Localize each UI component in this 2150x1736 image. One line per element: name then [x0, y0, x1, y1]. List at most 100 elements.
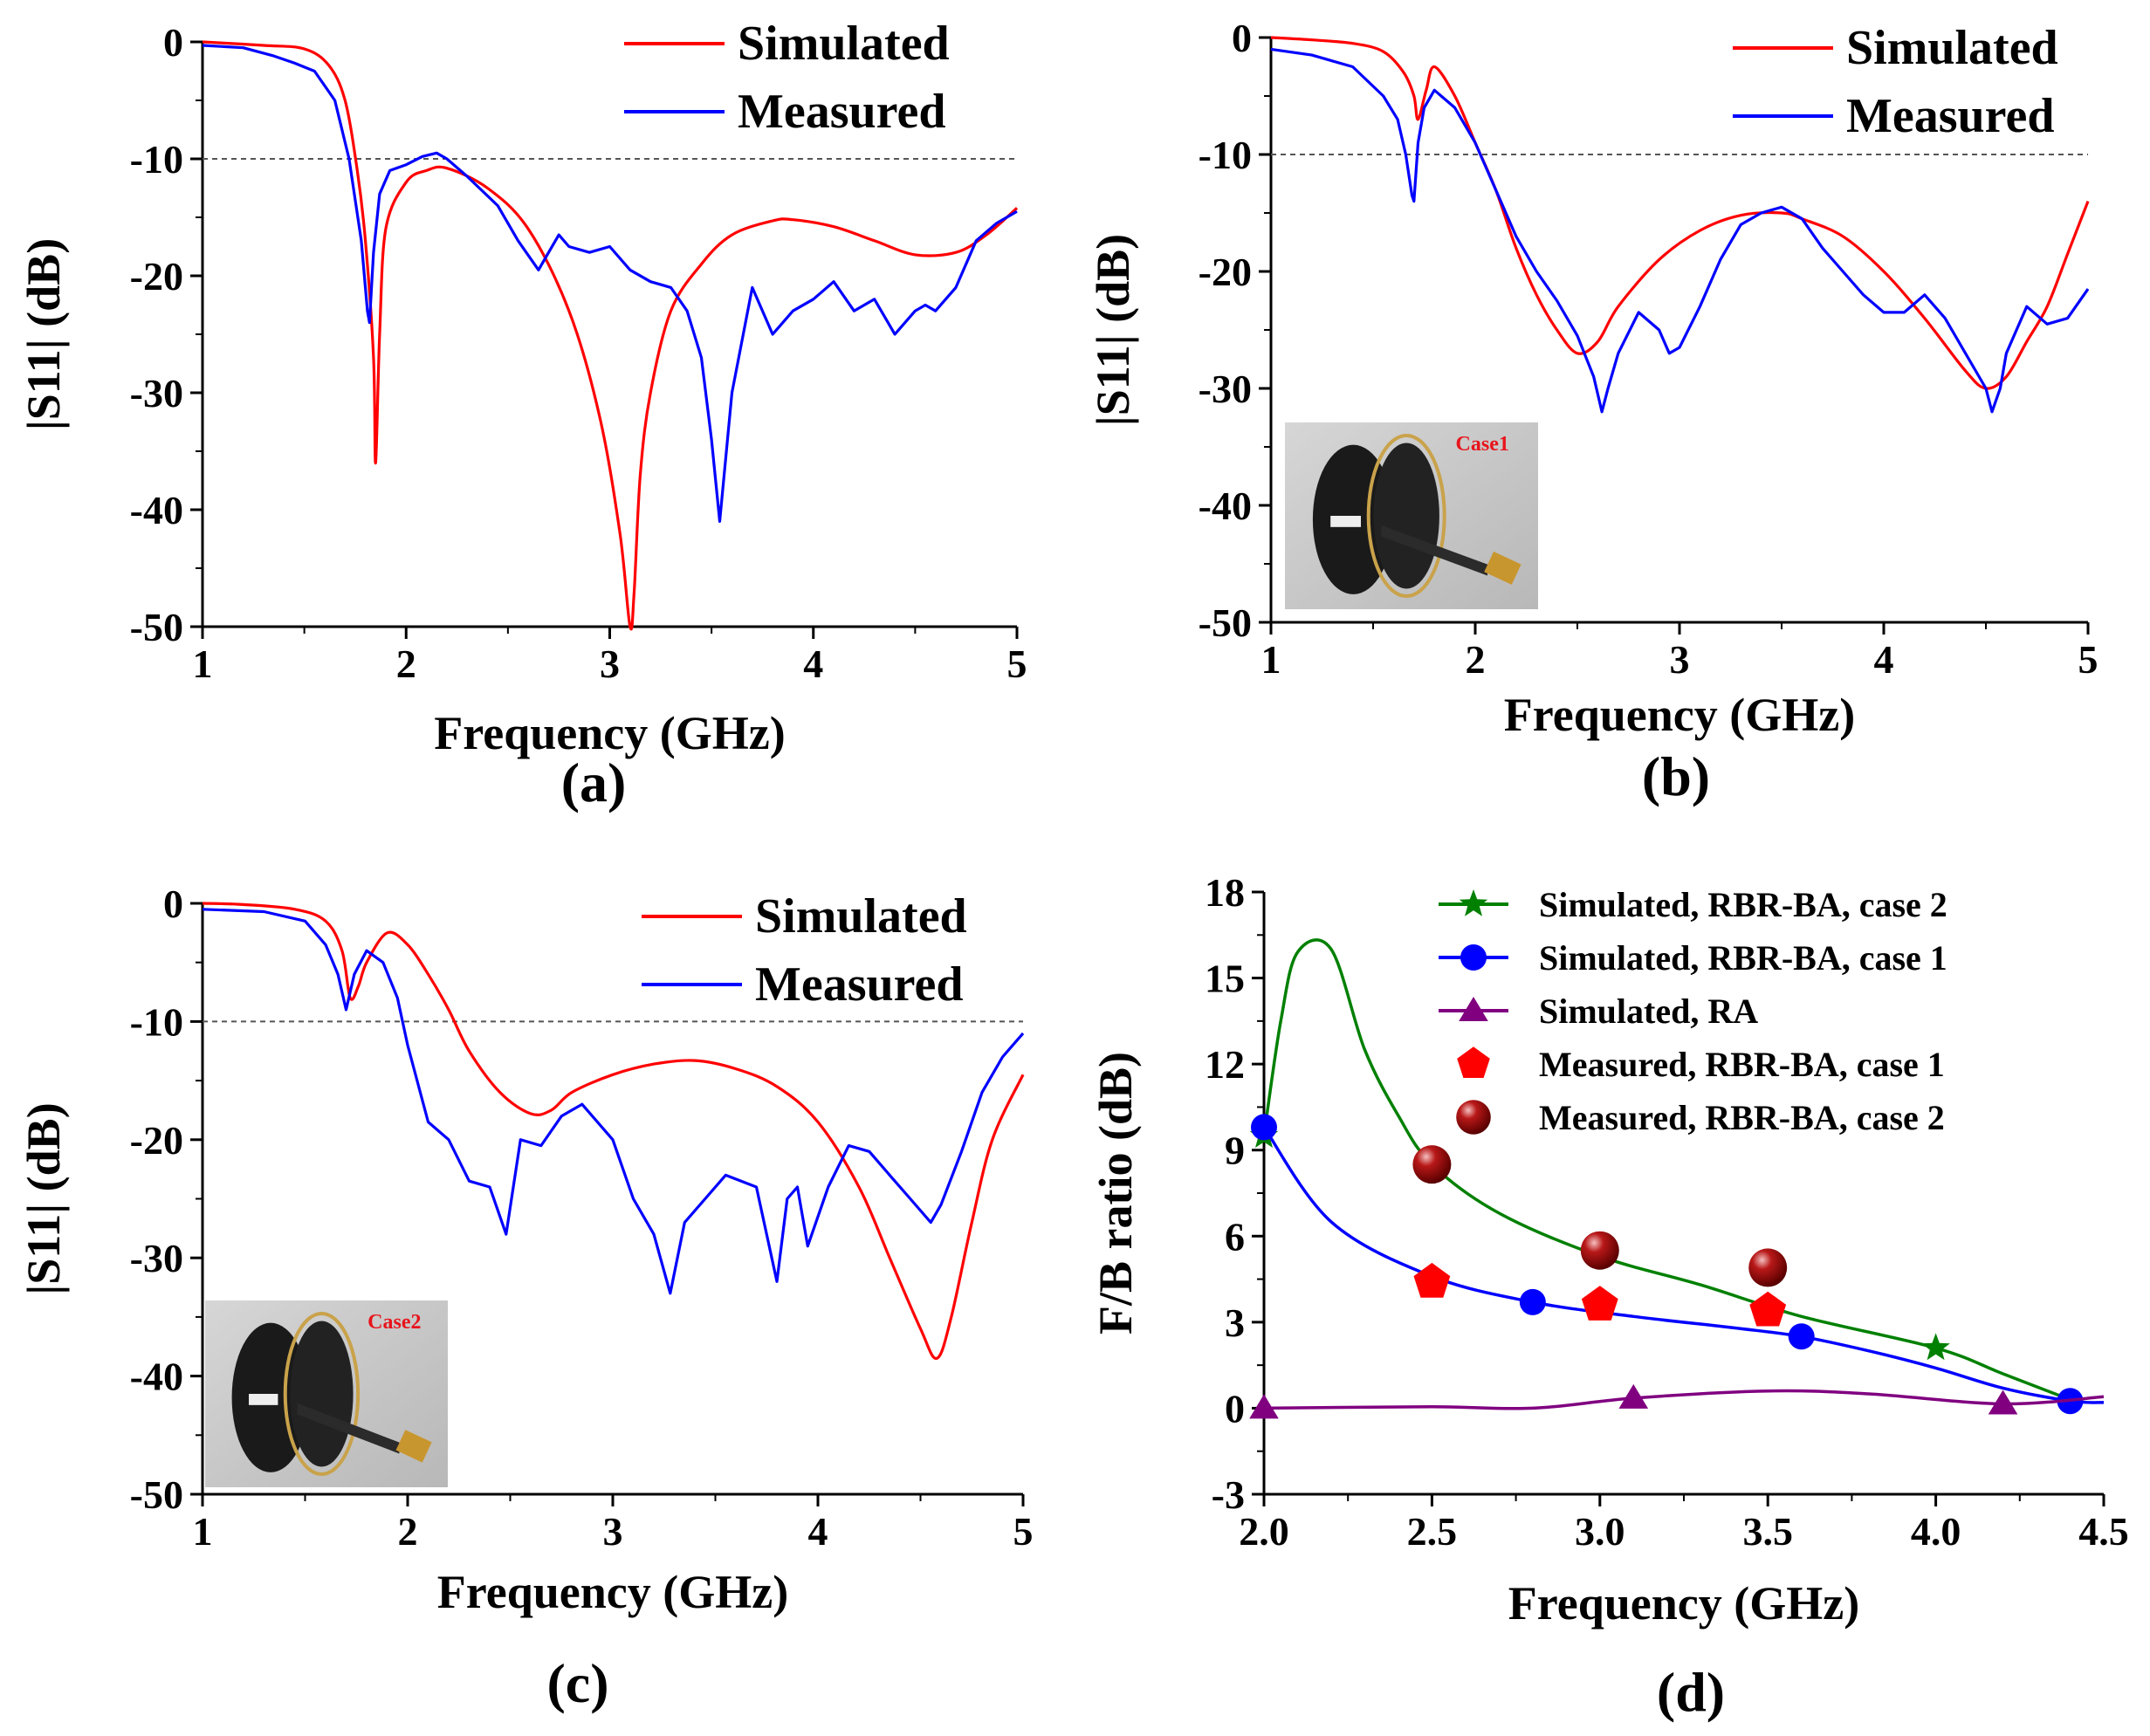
measured-series-line — [202, 908, 1025, 1295]
x-tick-label: 5 — [1007, 642, 1027, 686]
antenna-photo-inset: Case2 — [205, 1300, 448, 1487]
legend-label: Simulated — [755, 889, 967, 943]
y-tick-label: 3 — [1225, 1300, 1245, 1345]
x-tick-label: 4.5 — [2078, 1509, 2129, 1554]
simulated-ra-marker — [1618, 1383, 1649, 1409]
x-tick-label: 3 — [1670, 637, 1690, 682]
x-tick-label: 3 — [600, 642, 620, 686]
y-tick-label: -40 — [130, 1355, 183, 1399]
x-tick-label: 2 — [1466, 637, 1486, 682]
inset-label: Case1 — [1456, 433, 1509, 456]
y-axis-label: |S11| (dB) — [1087, 234, 1139, 426]
legend-label: Measured, RBR-BA, case 2 — [1539, 1098, 1945, 1137]
y-tick-label: -30 — [1199, 367, 1252, 411]
chart-panel-b: 0 -10 -20 -30 -40 -501 2 3 4 5 Frequency (GHz) |S11… — [1087, 16, 2098, 807]
simulated-rbr-ba-case-1-marker — [1788, 1323, 1815, 1350]
y-tick-label: -10 — [130, 999, 183, 1044]
legend-swatch-marker — [1459, 997, 1488, 1021]
legend-label: Simulated, RBR-BA, case 1 — [1539, 938, 1947, 978]
spacer — [249, 1394, 278, 1405]
measured-rbr-ba-case-2-marker — [1580, 1231, 1619, 1270]
y-tick-label: -40 — [1199, 484, 1252, 528]
legend-swatch-marker — [1460, 944, 1487, 971]
y-tick-label: -50 — [130, 605, 183, 649]
x-axis-label: Frequency (GHz) — [434, 707, 785, 759]
y-tick-label: -50 — [1199, 600, 1252, 645]
y-tick-label: -20 — [1199, 250, 1252, 294]
legend-label: Measured — [738, 85, 946, 139]
simulated-ra-line — [1263, 1389, 2105, 1410]
legend-label: Simulated — [1846, 21, 2058, 75]
legend-swatch-marker — [1456, 1100, 1491, 1135]
spacer — [1330, 516, 1361, 527]
legend-swatch-marker — [1459, 889, 1488, 916]
panel-label: (a) — [561, 751, 627, 813]
y-tick-label: -40 — [130, 488, 183, 532]
x-tick-label: 2.0 — [1239, 1509, 1289, 1554]
measured-rbr-ba-case-2-marker — [1748, 1248, 1788, 1287]
panel-label: (c) — [546, 1652, 608, 1714]
measured-series-line — [1270, 47, 2090, 414]
ring — [283, 1311, 361, 1477]
x-tick-label: 3.0 — [1575, 1509, 1625, 1554]
x-tick-label: 4 — [1874, 637, 1894, 682]
y-tick-label: 0 — [163, 20, 183, 65]
sma-connector — [1484, 551, 1521, 585]
panel-label: (b) — [1642, 745, 1710, 807]
measured-rbr-ba-case-1-marker — [1749, 1291, 1787, 1327]
y-tick-label: -20 — [130, 254, 183, 298]
panel-label: (d) — [1657, 1661, 1725, 1723]
simulated-rbr-ba-case-1-marker — [1251, 1114, 1277, 1141]
legend-swatch-marker — [1457, 1046, 1490, 1078]
y-tick-label: -20 — [130, 1118, 183, 1163]
chart-panel-a: 0 -10 -20 -30 -40 -501 2 3 4 5 Frequency (GHz) |S11… — [17, 17, 1027, 813]
y-tick-label: 12 — [1205, 1042, 1245, 1087]
y-tick-label: 0 — [1225, 1386, 1245, 1431]
x-tick-label: 4 — [803, 642, 823, 686]
simulated-rbr-ba-case-2-marker — [1921, 1333, 1950, 1361]
sma-connector — [395, 1430, 432, 1463]
y-tick-label: -10 — [1199, 133, 1252, 177]
legend-label: Measured — [1846, 89, 2055, 143]
x-tick-label: 1 — [193, 642, 213, 686]
y-axis-label: |S11| (dB) — [17, 238, 70, 430]
legend-label: Simulated, RBR-BA, case 2 — [1539, 885, 1947, 924]
y-tick-label: 15 — [1205, 957, 1245, 1001]
chart-panel-c: 0 -10 -20 -30 -40 -501 2 3 4 5 Frequency (GHz) |S11… — [17, 882, 1034, 1714]
y-tick-label: 0 — [163, 882, 183, 926]
measured-rbr-ba-case-1-marker — [1413, 1262, 1451, 1298]
x-tick-label: 5 — [2078, 637, 2098, 682]
y-tick-label: -3 — [1212, 1472, 1245, 1517]
x-tick-label: 3.5 — [1742, 1509, 1793, 1554]
ring-inner — [1373, 443, 1439, 589]
simulated-series-line — [202, 902, 1025, 1360]
x-tick-label: 4 — [808, 1509, 828, 1554]
x-tick-label: 2.5 — [1407, 1509, 1458, 1554]
x-tick-label: 5 — [1013, 1509, 1034, 1554]
legend-label: Measured — [755, 957, 964, 1012]
inset-label: Case2 — [367, 1311, 421, 1334]
x-tick-label: 2 — [396, 642, 416, 686]
legend-label: Simulated, RA — [1539, 992, 1758, 1031]
y-tick-label: 9 — [1225, 1129, 1245, 1173]
simulated-series-line — [202, 40, 1019, 631]
y-tick-label: -30 — [130, 371, 183, 415]
legend-label: Simulated — [738, 17, 950, 71]
simulated-rbr-ba-case-2-line — [1262, 938, 2071, 1402]
x-tick-label: 2 — [398, 1509, 418, 1554]
x-axis-label: Frequency (GHz) — [437, 1566, 788, 1618]
y-tick-label: -10 — [130, 137, 183, 182]
feed-strip — [1381, 525, 1487, 576]
ring — [1366, 433, 1446, 599]
x-tick-label: 1 — [1261, 637, 1281, 682]
simulated-rbr-ba-case-1-line — [1262, 1126, 2105, 1404]
x-tick-label: 3 — [603, 1509, 623, 1554]
y-tick-label: 0 — [1232, 16, 1252, 60]
x-axis-label: Frequency (GHz) — [1508, 1577, 1859, 1630]
x-axis-label: Frequency (GHz) — [1504, 689, 1855, 741]
x-tick-label: 4.0 — [1911, 1509, 1961, 1554]
ring-inner — [290, 1321, 354, 1467]
measured-rbr-ba-case-1-marker — [1581, 1286, 1618, 1321]
y-axis-label: |S11| (dB) — [17, 1102, 70, 1294]
